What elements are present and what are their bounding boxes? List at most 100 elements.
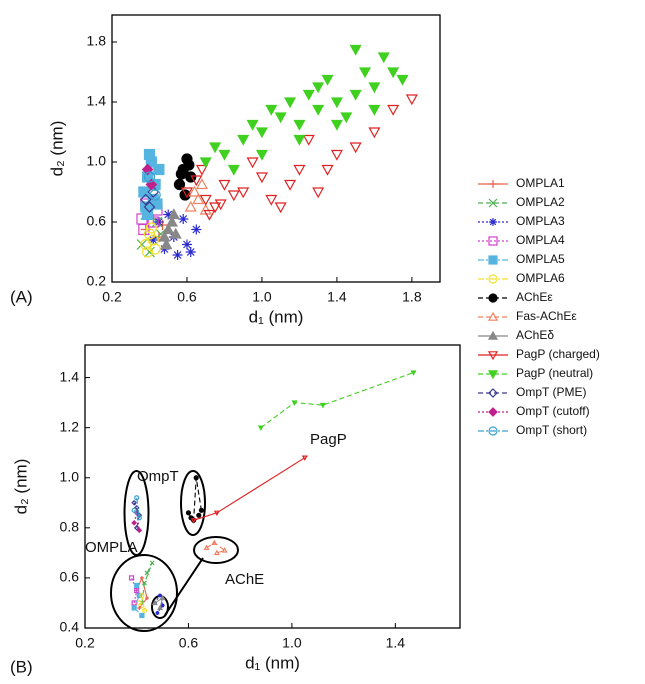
marker [136, 600, 142, 606]
marker [211, 539, 218, 546]
marker [178, 214, 189, 224]
legend-label: AChEδ [516, 328, 554, 342]
legend-marker [488, 274, 498, 284]
marker [199, 157, 212, 169]
marker [213, 549, 220, 556]
x-tick-label: 1.4 [327, 289, 347, 305]
marker [153, 163, 165, 176]
x-tick-label: 0.6 [179, 635, 199, 651]
y-axis-title: d₂ (nm) [11, 459, 30, 515]
y-tick-label: 1.0 [60, 468, 80, 484]
legend-marker [489, 180, 497, 188]
marker [321, 74, 334, 86]
marker [209, 202, 222, 214]
marker [160, 238, 173, 250]
marker [131, 499, 137, 506]
marker [185, 510, 192, 516]
y-tick-label: 1.8 [87, 33, 107, 49]
marker [330, 149, 343, 161]
legend-label: OmpT (PME) [516, 385, 586, 399]
trajectory [133, 497, 140, 519]
marker [190, 518, 197, 524]
marker [139, 592, 145, 599]
marker [141, 607, 148, 614]
marker [195, 178, 208, 190]
marker [265, 194, 278, 206]
marker [155, 610, 160, 615]
marker [293, 119, 306, 131]
legend-marker [488, 407, 498, 417]
marker [143, 171, 156, 183]
marker [199, 194, 212, 206]
marker [143, 228, 156, 240]
marker [284, 179, 297, 191]
marker [158, 230, 171, 242]
marker [368, 127, 381, 139]
marker [387, 104, 400, 116]
marker [131, 507, 137, 513]
marker [302, 89, 315, 101]
x-tick-label: 0.2 [75, 635, 95, 651]
x-tick-label: 1.4 [386, 635, 406, 651]
ache-ellipse [180, 470, 206, 536]
marker [185, 247, 196, 257]
plot-frame [111, 14, 441, 283]
marker [136, 515, 142, 521]
trajectory [131, 577, 138, 604]
trajectory [138, 595, 146, 611]
legend-label: OmpT (cutoff) [516, 404, 590, 418]
connector [164, 557, 204, 616]
marker [218, 179, 231, 191]
y-tick-label: 1.0 [87, 153, 107, 169]
marker [149, 189, 161, 201]
annotation: OMPLA [85, 539, 138, 556]
panel-label: (A) [10, 287, 33, 306]
marker [410, 370, 417, 376]
marker [144, 570, 150, 576]
marker [143, 201, 156, 213]
marker [181, 239, 192, 250]
x-tick-label: 1.0 [252, 289, 272, 305]
marker [227, 164, 240, 176]
marker [147, 216, 159, 228]
marker [368, 82, 381, 94]
marker [137, 605, 142, 610]
marker [136, 527, 143, 534]
marker [156, 604, 164, 611]
marker [159, 594, 166, 601]
marker [139, 575, 144, 580]
marker [184, 200, 197, 212]
legend-marker [489, 218, 497, 226]
legend-label: OMPLA6 [516, 271, 565, 285]
marker [163, 209, 174, 220]
marker [349, 44, 362, 56]
marker [293, 164, 306, 176]
marker [134, 582, 140, 589]
y-axis-title: d₂ (nm) [47, 121, 66, 177]
marker [368, 104, 381, 116]
legend-marker [487, 311, 499, 321]
marker [134, 495, 140, 501]
marker [148, 235, 159, 245]
trajectory [206, 542, 226, 554]
marker [145, 595, 150, 600]
marker [175, 168, 187, 180]
marker [145, 222, 157, 234]
legend-marker [487, 330, 499, 340]
marker [359, 67, 372, 79]
legend-label: OMPLA4 [516, 233, 565, 247]
marker [377, 52, 390, 64]
ompla-ellipse [110, 554, 178, 632]
marker [340, 112, 353, 124]
marker [255, 149, 268, 161]
legend-marker [488, 388, 498, 398]
y-tick-label: 0.8 [60, 519, 80, 535]
legend-marker [487, 351, 499, 361]
legend-label: PagP (charged) [516, 347, 600, 361]
marker [192, 193, 205, 205]
marker [274, 112, 287, 124]
marker [274, 202, 287, 214]
marker [162, 223, 175, 235]
legend-label: OMPLA3 [516, 214, 565, 228]
marker [188, 185, 201, 197]
